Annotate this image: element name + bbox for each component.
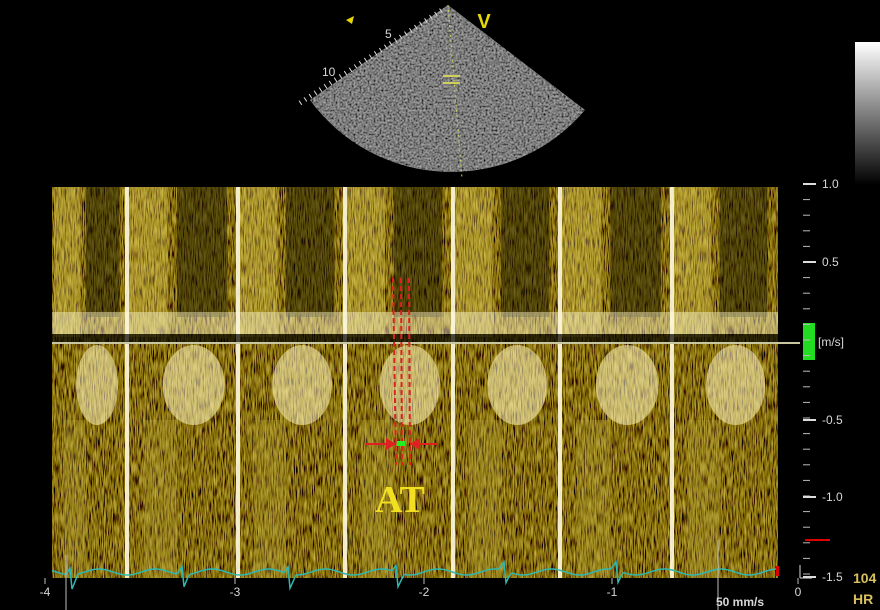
probe-marker: V <box>477 11 491 33</box>
sector-image <box>300 0 600 185</box>
scale-marker <box>803 323 815 360</box>
flow-dark <box>720 187 768 317</box>
velocity-label: 1.0 <box>822 177 839 191</box>
heart-rate-value: 104 <box>853 570 877 586</box>
sector-noise <box>300 0 600 185</box>
baseline-glow <box>52 312 127 334</box>
annotation: AT <box>375 479 425 521</box>
doppler-screen: V 5 10 AT 1.0 0.5 -0.5 -1.0 -1.5 [m/s] 50 mm… <box>0 0 880 610</box>
grayscale-bar <box>855 42 880 185</box>
baseline-dark <box>52 334 778 342</box>
flow-dark <box>86 187 120 317</box>
flow-low <box>144 420 177 578</box>
flow-dark <box>286 187 334 317</box>
time-label: -4 <box>40 585 51 599</box>
sweep-speed: 50 mm/s <box>716 595 764 609</box>
flow-low <box>577 420 611 578</box>
velocity-scale: 1.0 0.5 -0.5 -1.0 -1.5 <box>803 177 843 584</box>
click-artifact <box>670 187 674 578</box>
baseline-glow <box>672 312 778 334</box>
heart-rate-label: HR <box>853 591 873 607</box>
flow-peak <box>596 345 659 425</box>
velocity-label: -1.0 <box>822 490 843 504</box>
time-axis: -4 -3 -2 -1 0 <box>40 578 802 599</box>
time-label: 0 <box>795 585 802 599</box>
time-label: -2 <box>419 585 430 599</box>
velocity-label: -0.5 <box>822 413 843 427</box>
unit-label: [m/s] <box>818 335 844 349</box>
baseline-glow <box>345 312 453 334</box>
flow-low <box>688 420 720 578</box>
flow-peak <box>76 345 118 425</box>
flow-peak <box>706 345 765 425</box>
depth-label: 5 <box>385 27 392 41</box>
velocity-label: 0.5 <box>822 255 839 269</box>
time-label: -3 <box>230 585 241 599</box>
baseline-glow <box>560 312 672 334</box>
click-artifact <box>236 187 240 578</box>
click-artifact <box>451 187 455 578</box>
baseline-glow <box>238 312 345 334</box>
red-marker <box>776 566 779 576</box>
flow-peak <box>487 345 547 425</box>
click-artifact <box>125 187 129 578</box>
orientation-marker <box>346 16 354 24</box>
flow-low <box>63 420 86 578</box>
flow-dark <box>177 187 227 317</box>
flow-low <box>254 420 286 578</box>
depth-label: 10 <box>322 65 336 79</box>
baseline-glow <box>453 312 560 334</box>
flow-dark <box>610 187 660 317</box>
time-label: -1 <box>607 585 618 599</box>
velocity-label: -1.5 <box>822 570 843 584</box>
baseline-glow <box>127 312 238 334</box>
flow-low <box>469 420 501 578</box>
flow-peak <box>272 345 332 425</box>
caliper-point <box>397 441 405 446</box>
flow-dark <box>501 187 549 317</box>
flow-peak <box>163 345 225 425</box>
click-artifact <box>343 187 347 578</box>
click-artifact <box>558 187 562 578</box>
